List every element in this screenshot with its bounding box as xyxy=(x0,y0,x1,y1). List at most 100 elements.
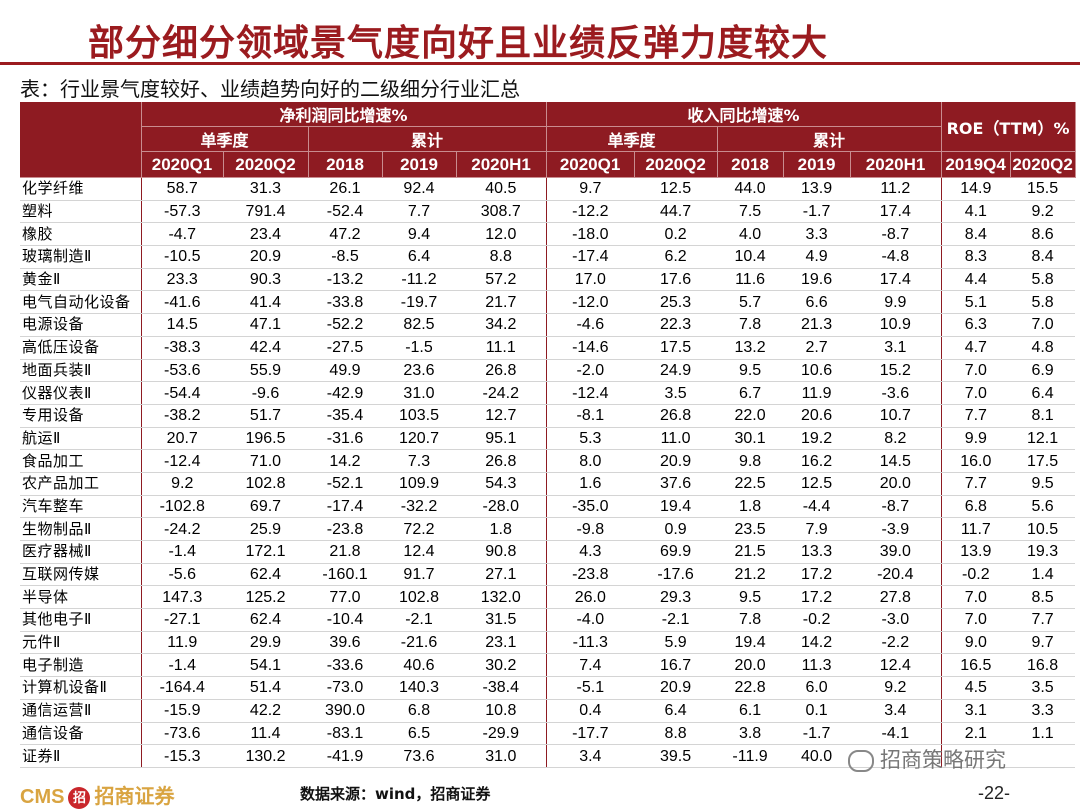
value-cell: -52.1 xyxy=(308,472,382,496)
value-cell: 12.0 xyxy=(456,222,547,247)
value-cell: 49.9 xyxy=(308,359,382,383)
header-profit-cumulative: 累计 xyxy=(308,126,547,152)
value-cell: 16.7 xyxy=(634,653,718,678)
value-cell: -83.1 xyxy=(308,722,382,746)
value-cell: 20.0 xyxy=(717,653,784,678)
value-cell: 8.6 xyxy=(1010,222,1076,247)
value-cell: 1.4 xyxy=(1010,563,1076,587)
value-cell: -4.6 xyxy=(545,313,635,337)
value-cell: 102.8 xyxy=(382,585,456,610)
value-cell: 17.4 xyxy=(850,268,942,292)
value-cell: -1.7 xyxy=(783,200,851,224)
value-cell: 12.1 xyxy=(1010,427,1076,451)
value-cell: -11.2 xyxy=(382,268,456,292)
value-cell: 8.8 xyxy=(456,245,547,269)
value-cell: 37.6 xyxy=(634,472,718,496)
value-cell: 10.5 xyxy=(1010,517,1076,541)
value-cell: 10.4 xyxy=(717,245,784,269)
value-cell: 140.3 xyxy=(382,676,456,700)
value-cell: 20.6 xyxy=(783,404,851,428)
value-cell: 11.7 xyxy=(940,517,1011,541)
value-cell: -73.0 xyxy=(308,676,382,700)
header-revenue-quarter: 单季度 xyxy=(546,126,718,152)
value-cell: 47.2 xyxy=(308,222,382,247)
industry-name: 其他电子Ⅱ xyxy=(20,608,141,632)
value-cell: -23.8 xyxy=(308,517,382,541)
value-cell: 9.4 xyxy=(382,222,456,247)
value-cell: 3.5 xyxy=(634,381,718,405)
value-cell: 22.5 xyxy=(717,472,784,496)
value-cell: 39.0 xyxy=(850,540,942,564)
value-cell: 9.7 xyxy=(1010,631,1076,655)
value-cell: 11.3 xyxy=(783,653,851,678)
value-cell: 30.2 xyxy=(456,653,547,678)
value-cell: -32.2 xyxy=(382,495,456,519)
value-cell: 1.1 xyxy=(1010,722,1076,746)
value-cell: 9.9 xyxy=(940,427,1011,451)
table-row: 橡胶 -4.7 23.4 47.2 9.4 12.0 -18.0 0.2 4.0 3.3 -8.7 8… xyxy=(20,222,1076,247)
value-cell: -2.0 xyxy=(545,359,635,383)
value-cell: 11.0 xyxy=(634,427,718,451)
table-row: 电子制造 -1.4 54.1 -33.6 40.6 30.2 7.4 16.7 20.0 11.3… xyxy=(20,653,1076,678)
value-cell: 7.7 xyxy=(940,472,1011,496)
value-cell: 17.2 xyxy=(783,563,851,587)
value-cell: 19.2 xyxy=(783,427,851,451)
col-header: 2020Q1 xyxy=(141,151,224,178)
value-cell: 12.5 xyxy=(783,472,851,496)
value-cell: 19.4 xyxy=(634,495,718,519)
table-row: 塑料 -57.3 791.4 -52.4 7.7 308.7 -12.2 44.7 7.5 -1.… xyxy=(20,200,1076,224)
value-cell: 20.9 xyxy=(634,449,718,473)
industry-name: 汽车整车 xyxy=(20,495,141,519)
value-cell: 92.4 xyxy=(382,177,456,201)
value-cell: 130.2 xyxy=(223,744,308,768)
industry-name: 玻璃制造Ⅱ xyxy=(20,245,141,269)
value-cell: 7.8 xyxy=(717,313,784,337)
col-header: 2019 xyxy=(783,151,851,178)
value-cell: 62.4 xyxy=(223,563,308,587)
value-cell: -17.4 xyxy=(545,245,635,269)
value-cell: -27.1 xyxy=(140,608,223,632)
value-cell: 9.5 xyxy=(717,585,784,610)
data-source: 数据来源：wind，招商证券 xyxy=(300,785,491,803)
value-cell: 8.8 xyxy=(634,722,718,746)
value-cell: 4.9 xyxy=(783,245,851,269)
value-cell: 5.6 xyxy=(1010,495,1076,519)
value-cell: 3.1 xyxy=(940,699,1011,723)
value-cell: 6.5 xyxy=(382,722,456,746)
table-row: 食品加工 -12.4 71.0 14.2 7.3 26.8 8.0 20.9 9.8 16.2 14… xyxy=(20,449,1076,473)
value-cell: 27.8 xyxy=(850,585,942,610)
value-cell: -102.8 xyxy=(140,495,223,519)
value-cell: 15.5 xyxy=(1010,177,1076,201)
industry-name: 塑料 xyxy=(20,200,141,224)
header-profit-quarter: 单季度 xyxy=(141,126,309,152)
value-cell: 72.2 xyxy=(382,517,456,541)
company-logo: CMS 招招商证券 xyxy=(20,780,174,809)
value-cell: 12.5 xyxy=(634,177,718,201)
value-cell: -27.5 xyxy=(308,336,382,360)
value-cell: 10.6 xyxy=(783,359,851,383)
value-cell: 5.7 xyxy=(717,290,784,315)
value-cell: 14.9 xyxy=(940,177,1011,201)
industry-name: 仪器仪表Ⅱ xyxy=(20,381,141,405)
logo-badge-icon: 招 xyxy=(68,786,91,809)
value-cell: 69.7 xyxy=(223,495,308,519)
value-cell: 17.2 xyxy=(783,585,851,610)
industry-name: 生物制品Ⅱ xyxy=(20,517,141,541)
value-cell: 4.4 xyxy=(940,268,1011,292)
value-cell: 51.7 xyxy=(223,404,308,428)
table-row: 汽车整车 -102.8 69.7 -17.4 -32.2 -28.0 -35.0 19.4 1.… xyxy=(20,495,1076,519)
value-cell: 132.0 xyxy=(456,585,547,610)
value-cell: 62.4 xyxy=(223,608,308,632)
value-cell: 1.6 xyxy=(545,472,635,496)
value-cell: 12.7 xyxy=(456,404,547,428)
col-header: 2020H1 xyxy=(850,151,942,178)
value-cell: -5.1 xyxy=(545,676,635,700)
value-cell: 19.3 xyxy=(1010,540,1076,564)
value-cell: -12.2 xyxy=(545,200,635,224)
value-cell: -5.6 xyxy=(140,563,223,587)
value-cell: 4.0 xyxy=(717,222,784,247)
value-cell: 6.1 xyxy=(717,699,784,723)
value-cell: -57.3 xyxy=(140,200,223,224)
value-cell: 13.3 xyxy=(783,540,851,564)
value-cell: 16.2 xyxy=(783,449,851,473)
